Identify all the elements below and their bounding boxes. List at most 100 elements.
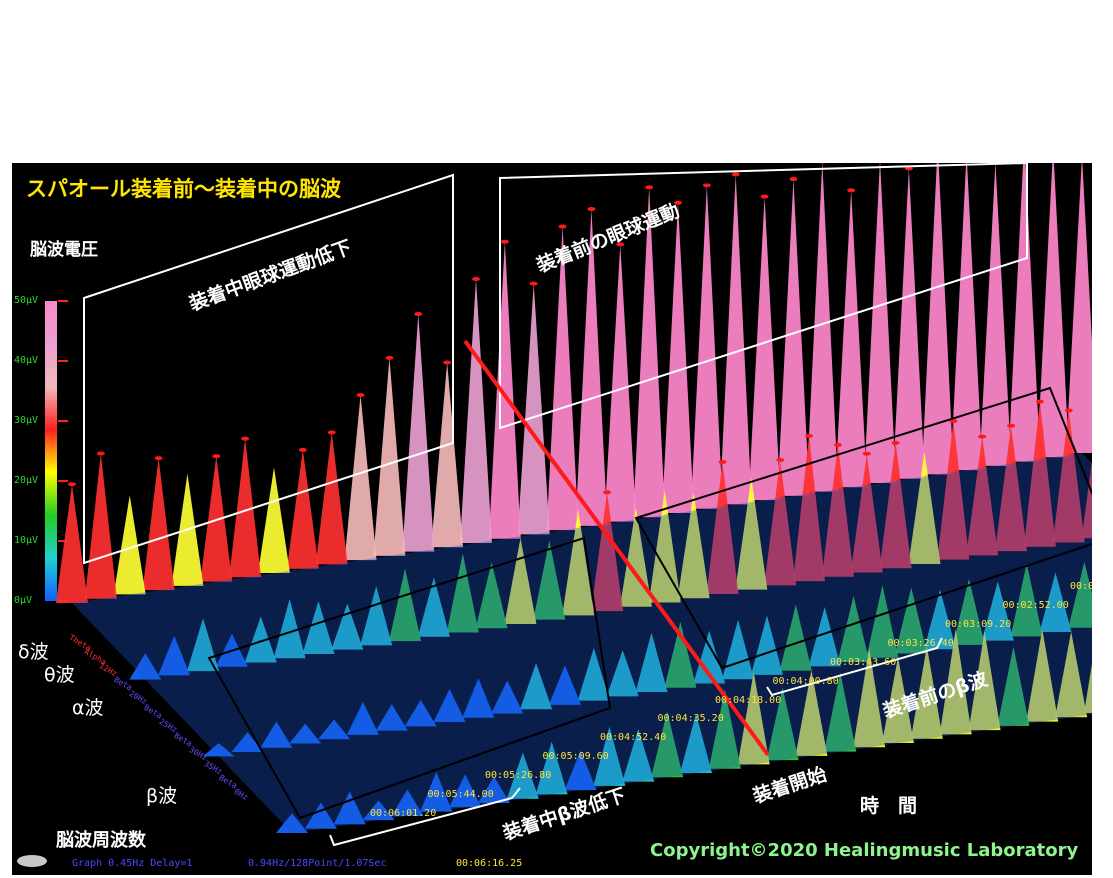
surface-peak — [276, 813, 308, 833]
surface-peak — [449, 774, 482, 808]
colorbar-tick-label: 50μV — [14, 295, 39, 306]
surface-peak — [546, 226, 579, 531]
surface-peak — [344, 395, 377, 561]
surface-peak — [1039, 572, 1072, 633]
peak-marker — [645, 185, 654, 190]
surface-peak — [882, 657, 914, 743]
peak-marker — [443, 360, 452, 365]
surface-peak — [142, 458, 175, 591]
peak-marker — [674, 200, 682, 205]
box-before-eye — [499, 163, 1028, 430]
surface-peak — [202, 743, 235, 757]
band-theta: θ波 — [44, 664, 75, 686]
surface-peak — [997, 646, 1030, 726]
peak-marker — [1064, 408, 1073, 413]
colorbar-tick-label: 20μV — [14, 475, 39, 486]
surface-peak — [389, 568, 422, 642]
peak-marker — [949, 419, 958, 424]
surface-peak — [677, 492, 710, 599]
surface-peak — [664, 621, 697, 688]
surface-peak — [979, 163, 1012, 466]
peak-marker — [529, 281, 538, 286]
surface-peak — [866, 585, 899, 658]
surface-peak — [850, 453, 883, 573]
peak-marker — [500, 239, 509, 244]
surface-peak — [346, 701, 379, 735]
peak-marker — [978, 434, 987, 439]
peak-marker — [760, 194, 769, 199]
colorbar-tick-label: 0μV — [14, 595, 33, 606]
surface-peak — [229, 438, 262, 578]
surface-peak — [462, 678, 495, 718]
surface-peak — [924, 589, 957, 650]
surface-peak — [806, 163, 839, 492]
peak-marker — [805, 433, 814, 438]
surface-peak — [475, 562, 508, 629]
surface-peak — [402, 313, 435, 552]
surface-peak — [824, 672, 857, 752]
surface-peak — [506, 752, 539, 799]
surface-peak — [921, 163, 954, 475]
surface-peak — [375, 704, 408, 731]
colorbar-tick-label: 10μV — [14, 535, 39, 546]
time-tick-label: 00:06:01.20 — [370, 808, 437, 819]
surface-peak — [113, 495, 146, 595]
surface-peak — [606, 650, 639, 697]
peak-marker — [558, 224, 567, 229]
surface-peak — [764, 459, 797, 586]
surface-peak — [793, 435, 826, 582]
box-during-eye — [83, 173, 454, 565]
surface-peak — [431, 362, 464, 548]
surface-peak — [289, 723, 322, 744]
time-tick-label: 00:03:43.60 — [830, 656, 897, 668]
surface-peak — [433, 689, 466, 723]
time-tick-label: 00:03:26.40 — [887, 637, 954, 649]
band-beta: β波 — [146, 785, 178, 807]
y-axis-label: 脳波電圧 — [30, 240, 98, 260]
status-indicator — [17, 855, 47, 867]
time-tick-label: 00:03:09.20 — [945, 618, 1012, 630]
surface-peak — [304, 802, 337, 829]
surface-peak — [504, 538, 537, 624]
time-tick-label: 00:04:35.20 — [657, 713, 724, 725]
surface-peak — [910, 646, 943, 739]
time-tick-label: 00:02:52.00 — [1002, 599, 1069, 611]
surface-peak — [446, 553, 479, 633]
surface-peak — [1052, 410, 1085, 543]
surface-peak — [635, 632, 668, 693]
peak-marker — [472, 277, 480, 281]
surface-peak — [680, 713, 712, 773]
surface-peak — [200, 456, 233, 582]
time-axis-label: 時 間 — [860, 795, 918, 817]
peak-marker — [833, 442, 842, 447]
surface-peak — [950, 163, 983, 471]
peak-marker — [819, 163, 826, 164]
surface-svg — [17, 163, 1092, 867]
band-alpha: α波 — [72, 697, 104, 719]
surface-peak — [260, 721, 293, 748]
surface-peak — [231, 732, 264, 753]
surface-peak — [690, 185, 723, 509]
surface-peak — [981, 581, 1014, 641]
surface-peak — [651, 711, 684, 778]
surface-peak — [593, 726, 626, 786]
time-tick-label: 00:04:52.40 — [600, 732, 667, 744]
surface-peak — [478, 776, 510, 803]
status-mid: 0.94Hz/128Point/1.07Sec — [248, 858, 387, 869]
surface-peak — [391, 789, 424, 816]
surface-peak — [1023, 401, 1056, 547]
surface-peak — [84, 453, 117, 599]
surface-peak — [939, 628, 972, 735]
surface-peak — [520, 662, 553, 710]
chart-title: スパオール装着前～装着中の脳波 — [26, 177, 341, 201]
brace-before-beta — [766, 637, 943, 697]
status-right: 00:06:16.25 — [456, 858, 523, 869]
time-tick-label: 00:04:00.80 — [772, 675, 839, 687]
surface-peak — [315, 432, 348, 565]
status-left: Graph 0.45Hz Delay=1 — [72, 858, 193, 869]
surface-peak — [535, 741, 568, 795]
surface-peak — [1026, 629, 1059, 722]
surface-peak — [460, 279, 492, 543]
peak-marker — [731, 172, 740, 177]
peak-marker — [241, 436, 250, 441]
